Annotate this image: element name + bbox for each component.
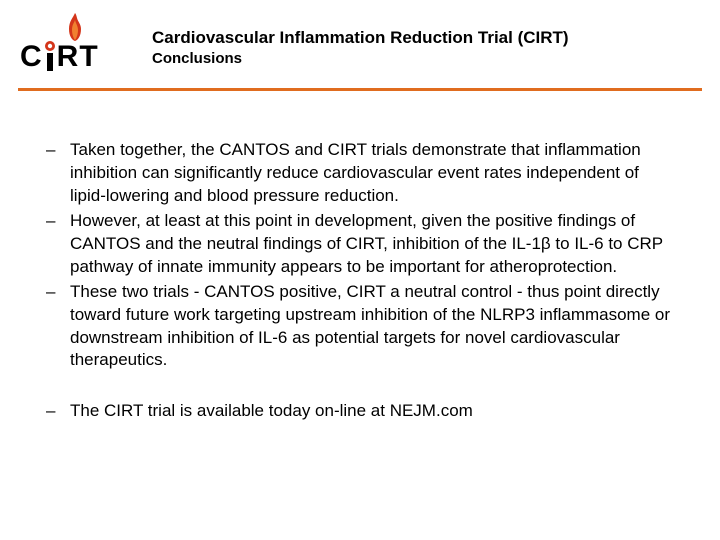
logo-letter-c: C (20, 40, 43, 73)
slide-content: – Taken together, the CANTOS and CIRT tr… (0, 91, 720, 423)
logo-letter-rt: RT (57, 40, 99, 73)
header-text-block: Cardiovascular Inflammation Reduction Tr… (130, 18, 569, 67)
slide-header: C RT Cardiovascular Inflammation Reductio… (0, 0, 720, 78)
bullet-group-2: – The CIRT trial is available today on-l… (42, 400, 678, 423)
bullet-text: These two trials - CANTOS positive, CIRT… (70, 281, 678, 373)
bullet-dash: – (42, 210, 70, 279)
bullet-dash: – (42, 281, 70, 373)
logo-letter-i (43, 40, 57, 74)
bullet-text: Taken together, the CANTOS and CIRT tria… (70, 139, 678, 208)
bullet-text: The CIRT trial is available today on-lin… (70, 400, 678, 423)
slide-subtitle: Conclusions (152, 50, 569, 67)
flame-icon (64, 12, 86, 42)
bullet-dash: – (42, 139, 70, 208)
bullet-item: – Taken together, the CANTOS and CIRT tr… (42, 139, 678, 208)
bullet-text: However, at least at this point in devel… (70, 210, 678, 279)
bullet-dash: – (42, 400, 70, 423)
cirt-logo: C RT (20, 18, 130, 78)
logo-text: C RT (20, 40, 99, 74)
bullet-item: – These two trials - CANTOS positive, CI… (42, 281, 678, 373)
slide-title: Cardiovascular Inflammation Reduction Tr… (152, 28, 569, 48)
bullet-item: – The CIRT trial is available today on-l… (42, 400, 678, 423)
bullet-group-1: – Taken together, the CANTOS and CIRT tr… (42, 139, 678, 372)
bullet-item: – However, at least at this point in dev… (42, 210, 678, 279)
